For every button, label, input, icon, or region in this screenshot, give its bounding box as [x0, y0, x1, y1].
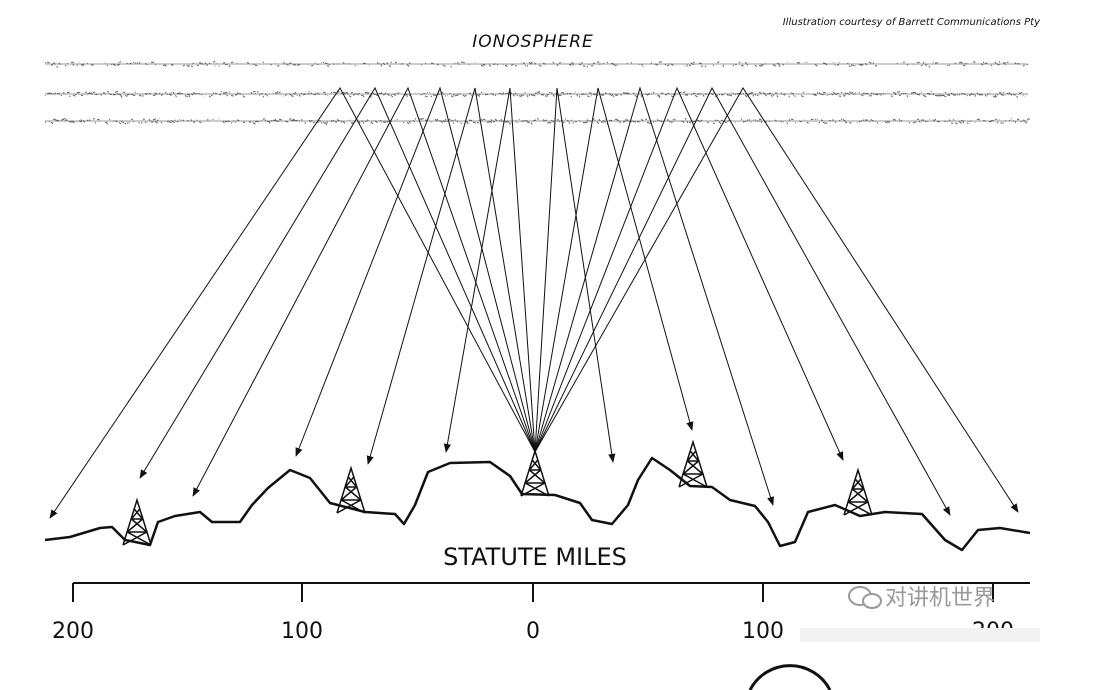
tower	[336, 465, 366, 514]
ray	[192, 86, 536, 497]
ray	[534, 86, 844, 461]
partial-circle	[748, 664, 832, 690]
watermark-icon	[862, 593, 882, 609]
scale-tick-label: 200	[52, 619, 94, 644]
tower	[678, 439, 708, 488]
ray	[295, 86, 536, 457]
ray	[534, 87, 616, 463]
ray	[443, 87, 536, 453]
ray	[139, 86, 536, 479]
watermark-strip	[800, 628, 1040, 642]
watermark: 对讲机世界	[800, 586, 1040, 642]
rays	[49, 86, 1019, 519]
tower	[520, 448, 550, 497]
ray	[534, 86, 774, 506]
ray	[534, 87, 1019, 513]
scale-title: STATUTE MILES	[443, 543, 627, 571]
ionosphere-layer	[44, 117, 1031, 125]
ray	[534, 87, 694, 453]
ray	[366, 87, 536, 465]
ray	[49, 87, 536, 519]
scale-tick-label: 100	[281, 619, 323, 644]
tower	[843, 467, 873, 516]
scale-tick-label: 100	[742, 619, 784, 644]
towers	[122, 439, 873, 546]
tower	[122, 497, 152, 546]
ray	[534, 86, 951, 516]
scale-tick-label: 0	[526, 619, 540, 644]
credit: Illustration courtesy of Barrett Communi…	[783, 17, 1041, 28]
ionosphere-label: IONOSPHERE	[472, 32, 594, 52]
ionosphere-layers	[44, 60, 1031, 125]
watermark-text: 对讲机世界	[885, 586, 995, 611]
terrain	[44, 456, 1031, 552]
